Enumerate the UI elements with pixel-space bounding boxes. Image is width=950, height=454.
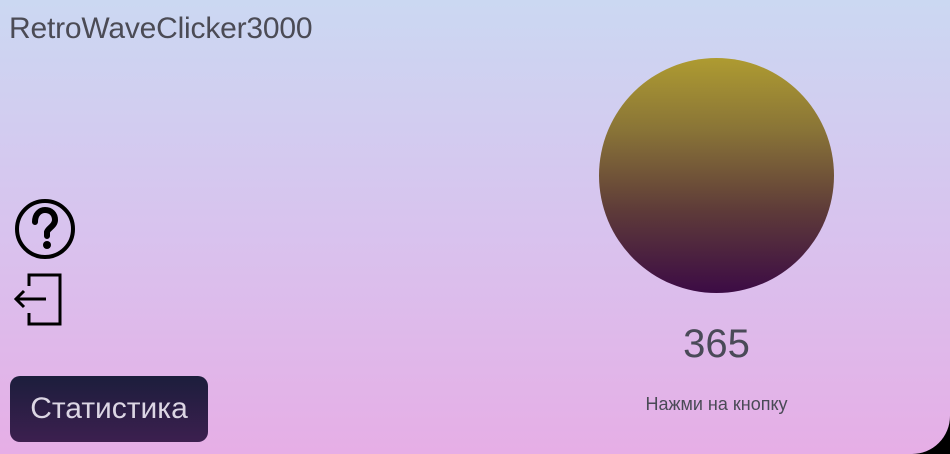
click-counter: 365 xyxy=(683,322,750,366)
hint-text: Нажми на кнопку xyxy=(645,394,788,414)
help-icon[interactable] xyxy=(14,199,76,261)
click-circle-button[interactable] xyxy=(599,58,834,293)
app-title: RetroWaveClicker3000 xyxy=(9,12,313,45)
statistics-button[interactable]: Статистика xyxy=(10,376,208,442)
exit-icon[interactable] xyxy=(13,272,64,328)
